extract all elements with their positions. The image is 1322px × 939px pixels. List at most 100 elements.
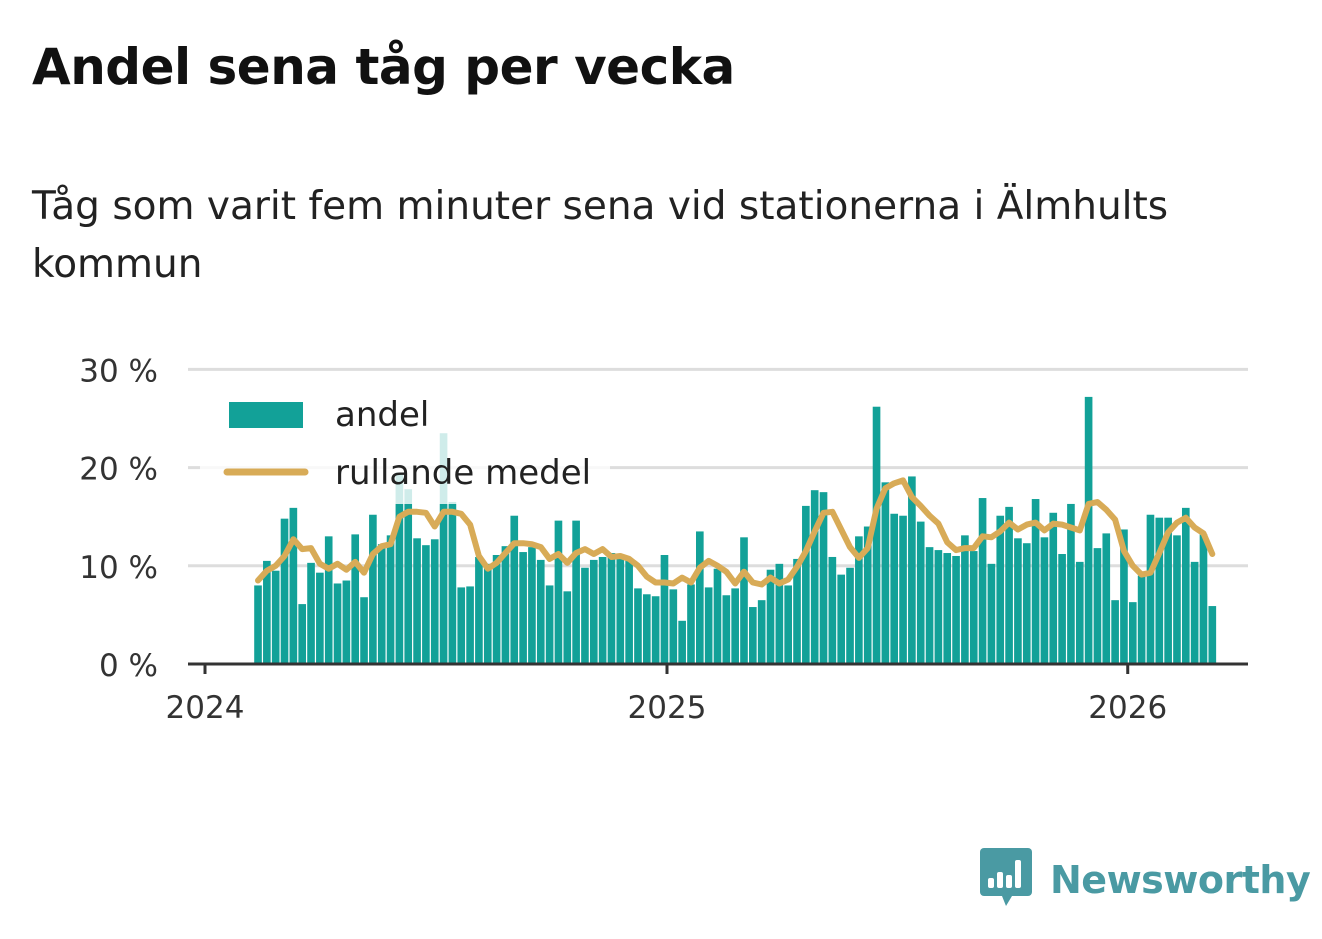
y-tick-label: 10 % xyxy=(79,550,158,586)
bar xyxy=(961,535,969,664)
legend-label-rullande-medel: rullande medel xyxy=(335,453,591,493)
bar xyxy=(404,489,413,664)
bar xyxy=(1199,534,1208,664)
bar xyxy=(1093,548,1102,664)
bars-andel xyxy=(254,396,1217,664)
bar xyxy=(987,563,996,664)
bar xyxy=(1137,575,1146,664)
newsworthy-chart-bubble-icon xyxy=(980,848,1032,906)
bar xyxy=(1155,517,1164,664)
bar xyxy=(607,553,616,664)
bar xyxy=(501,546,510,664)
bar xyxy=(863,526,872,664)
bar xyxy=(1067,503,1075,664)
y-tick-label: 20 % xyxy=(79,452,158,488)
bar xyxy=(1111,600,1119,664)
bar xyxy=(916,521,925,664)
bar xyxy=(439,433,448,664)
bar xyxy=(492,554,501,664)
bar xyxy=(395,472,404,664)
bar xyxy=(828,556,837,664)
bar xyxy=(289,507,298,664)
bar xyxy=(846,567,854,664)
bar xyxy=(563,591,572,664)
bar xyxy=(1058,554,1066,664)
bar xyxy=(1049,512,1058,664)
bar xyxy=(757,600,766,664)
x-tick-label: 2024 xyxy=(166,690,245,726)
bar xyxy=(307,562,315,664)
bar xyxy=(1146,514,1155,664)
bar xyxy=(1075,561,1084,664)
bar xyxy=(642,594,651,664)
bar xyxy=(263,560,271,664)
bar xyxy=(598,556,607,664)
legend-background xyxy=(200,374,610,504)
bar xyxy=(430,539,439,664)
bar xyxy=(1173,535,1181,664)
bar xyxy=(360,597,368,664)
bar xyxy=(890,513,899,664)
chart-subtitle: Tåg som varit fem minuter sena vid stati… xyxy=(32,184,1169,287)
legend-swatch-andel xyxy=(229,402,303,428)
bar xyxy=(448,501,457,664)
bar xyxy=(466,586,474,664)
axes: 0 % 10 % 20 % 30 % 2024 2025 2026 xyxy=(79,353,1248,726)
bar xyxy=(908,476,916,664)
bar xyxy=(793,558,801,664)
bar xyxy=(1128,602,1137,664)
bar xyxy=(254,585,262,664)
bar xyxy=(669,589,678,664)
bar xyxy=(819,492,828,664)
bar xyxy=(1040,537,1049,664)
bar xyxy=(881,482,890,664)
bar xyxy=(678,620,686,664)
bar xyxy=(740,537,748,664)
bar xyxy=(581,567,589,664)
bar xyxy=(377,544,386,664)
bar xyxy=(589,559,598,664)
bar xyxy=(810,490,819,664)
bar xyxy=(545,585,554,664)
bar xyxy=(528,547,536,664)
bar xyxy=(457,587,466,664)
bar xyxy=(1031,499,1040,664)
bar xyxy=(554,520,563,664)
bar xyxy=(1190,561,1199,664)
bar xyxy=(1102,533,1111,664)
bar xyxy=(872,406,881,664)
x-tick-label: 2026 xyxy=(1088,690,1167,726)
y-tick-label: 30 % xyxy=(79,353,158,389)
bar xyxy=(1164,517,1172,664)
bar xyxy=(422,545,430,664)
bar xyxy=(634,588,642,664)
bar xyxy=(298,604,307,664)
chart-title: Andel sena tåg per vecka xyxy=(32,38,735,96)
bar xyxy=(572,520,580,664)
bar xyxy=(704,587,713,664)
bar xyxy=(731,588,739,664)
bar xyxy=(722,595,731,664)
bar xyxy=(386,535,395,664)
bar xyxy=(837,574,846,664)
bar xyxy=(687,584,695,664)
bar xyxy=(1014,538,1022,664)
bar xyxy=(952,555,960,664)
line-rolling-mean xyxy=(255,477,1216,588)
bar xyxy=(625,558,633,664)
legend-label-andel: andel xyxy=(335,395,429,435)
x-tick-label: 2025 xyxy=(628,690,707,726)
bar xyxy=(802,505,810,664)
bar xyxy=(775,563,784,664)
bar xyxy=(943,553,952,664)
bar xyxy=(1022,543,1031,664)
bar xyxy=(969,551,978,664)
bar xyxy=(934,550,943,664)
bar xyxy=(925,547,934,664)
y-tick-label: 0 % xyxy=(99,648,158,684)
bar xyxy=(855,536,863,664)
bar xyxy=(342,580,351,664)
newsworthy-logo: Newsworthy xyxy=(980,848,1311,912)
bar xyxy=(333,583,342,664)
bar xyxy=(271,570,280,664)
